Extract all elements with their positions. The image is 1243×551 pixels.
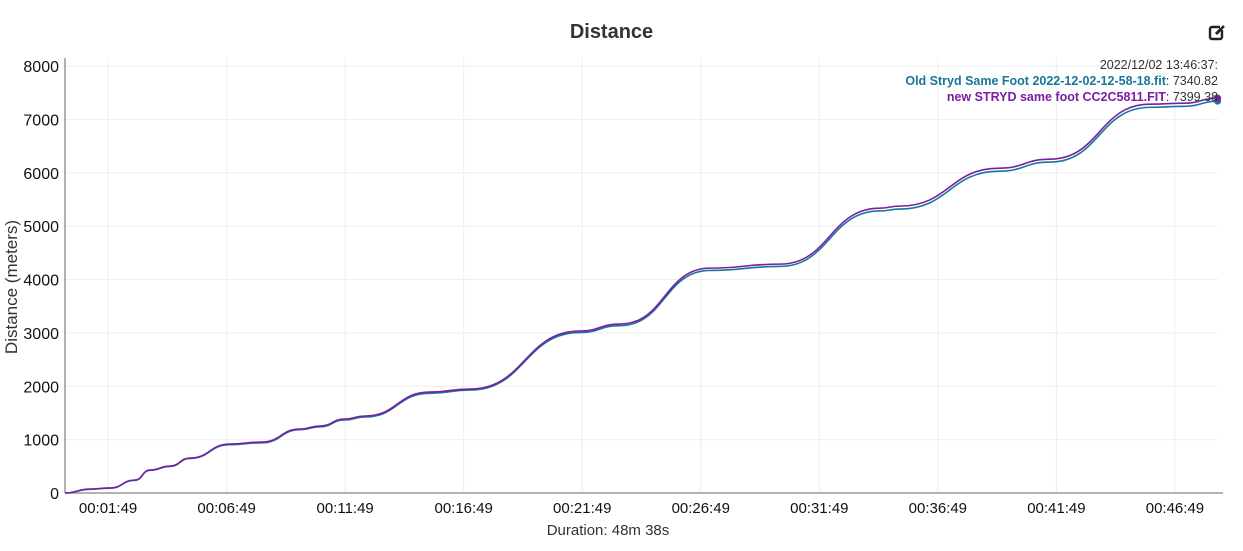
y-tick-label: 6000 (23, 166, 59, 183)
x-tick-label: 00:36:49 (909, 500, 967, 517)
y-tick-label: 3000 (23, 326, 59, 343)
x-tick-label: 00:11:49 (317, 500, 374, 517)
x-tick-label: 00:41:49 (1027, 500, 1085, 517)
x-tick-label: 00:16:49 (434, 500, 492, 517)
x-tick-label: 00:06:49 (197, 500, 255, 517)
tooltip-series-name: Old Stryd Same Foot 2022-12-02-12-58-18.… (905, 74, 1166, 88)
y-tick-label: 4000 (23, 273, 59, 290)
series-marker (1214, 94, 1222, 102)
y-tick-label: 7000 (23, 112, 59, 129)
tooltip: 2022/12/02 13:46:37: Old Stryd Same Foot… (905, 58, 1218, 104)
y-tick-label: 2000 (23, 379, 59, 396)
y-tick-label: 1000 (23, 433, 59, 450)
y-tick-label: 0 (50, 486, 59, 503)
tooltip-value: 7340.82 (1172, 74, 1218, 88)
x-axis-title: Duration: 48m 38s (547, 522, 670, 539)
x-tick-label: 00:26:49 (672, 500, 730, 517)
tooltip-time: 2022/12/02 13:46:37: (1099, 58, 1218, 72)
x-tick-label: 00:01:49 (79, 500, 137, 517)
edit-icon[interactable] (1208, 24, 1226, 42)
x-tick-label: 00:31:49 (790, 500, 848, 517)
y-tick-label: 8000 (23, 59, 59, 76)
series-line (64, 97, 1218, 494)
chart-title: Distance (569, 21, 654, 43)
tooltip-value: 7399.38 (1172, 90, 1218, 104)
y-axis-title: Distance (meters) (2, 220, 21, 354)
y-tick-label: 5000 (23, 219, 59, 236)
x-tick-label: 00:21:49 (553, 500, 611, 517)
x-tick-label: 00:46:49 (1146, 500, 1204, 517)
tooltip-series-name: new STRYD same foot CC2C5811.FIT (946, 90, 1166, 104)
